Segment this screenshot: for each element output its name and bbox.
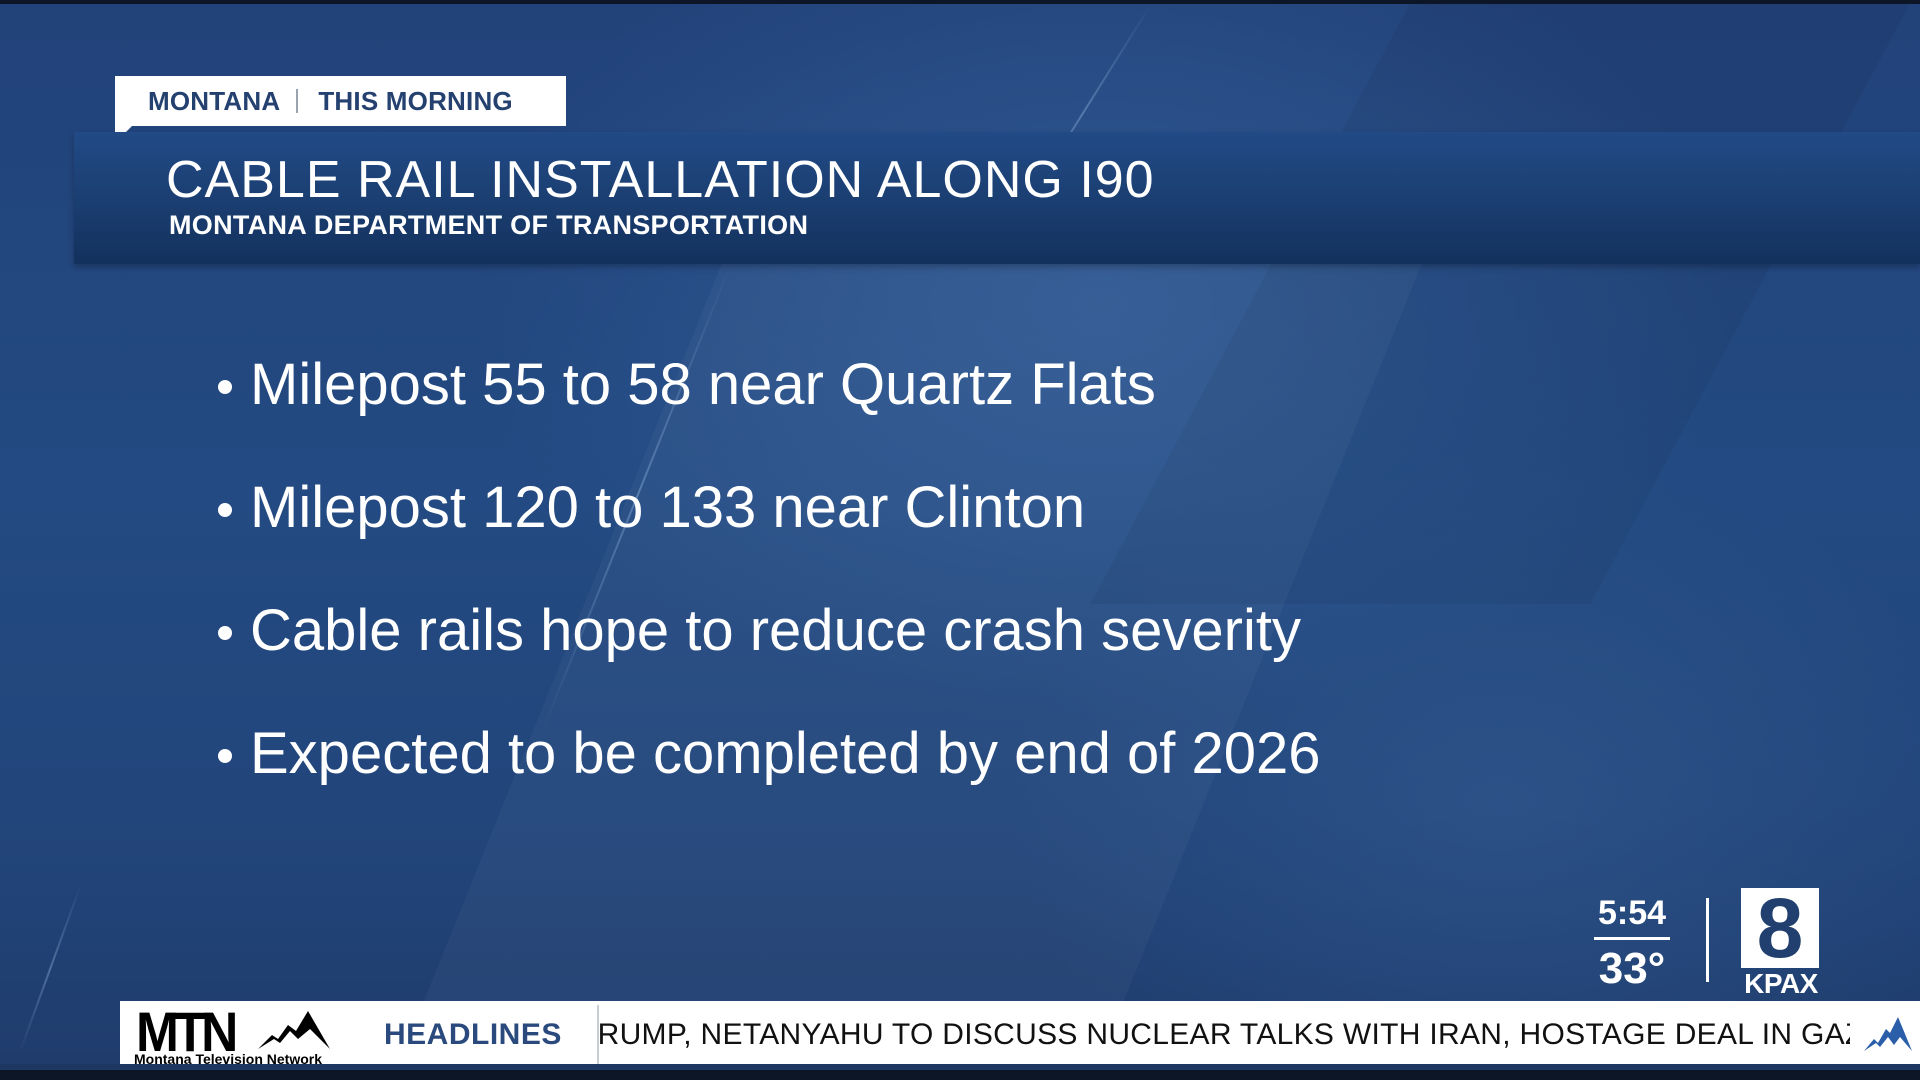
- show-tag-divider: [296, 89, 299, 113]
- mtn-logo: MTN Montana Television Network: [120, 1001, 342, 1068]
- channel-number: 8: [1756, 881, 1804, 975]
- headline-subtitle: MONTANA DEPARTMENT OF TRANSPORTATION: [169, 210, 809, 240]
- headline-title: CABLE RAIL INSTALLATION ALONG I90: [166, 151, 1155, 209]
- broadcast-frame: MONTANA THIS MORNING CABLE RAIL INSTALLA…: [0, 4, 1920, 1070]
- current-time: 5:54: [1597, 894, 1667, 932]
- mountain-icon: [1864, 1017, 1912, 1051]
- bullet-text: Milepost 55 to 58 near Quartz Flats: [250, 352, 1156, 417]
- bullet-dot-icon: [218, 380, 232, 394]
- bullet-item: Milepost 120 to 133 near Clinton: [215, 473, 1321, 596]
- bullet-list: Milepost 55 to 58 near Quartz Flats Mile…: [215, 350, 1321, 842]
- ticker-label: HEADLINES: [384, 1018, 562, 1051]
- mtn-logo-letters: MTN: [136, 1001, 238, 1063]
- news-ticker: MTN Montana Television Network HEADLINES…: [120, 1001, 1920, 1068]
- station-callsign: KPAX: [1744, 968, 1818, 999]
- mtn-network-name: Montana Television Network: [134, 1051, 322, 1067]
- show-tag-left: MONTANA: [148, 85, 281, 116]
- current-temperature: 33°: [1598, 944, 1666, 993]
- show-tag: MONTANA THIS MORNING: [115, 76, 566, 126]
- bullet-item: Milepost 55 to 58 near Quartz Flats: [215, 350, 1321, 473]
- ticker-text: TRUMP, NETANYAHU TO DISCUSS NUCLEAR TALK…: [599, 1001, 1850, 1068]
- station-logo: 8: [1741, 881, 1819, 975]
- show-tag-right: THIS MORNING: [318, 85, 513, 116]
- time-temp-bug: 5:54 33°: [1592, 894, 1672, 992]
- bullet-item: Cable rails hope to reduce crash severit…: [215, 596, 1321, 719]
- background-streak: [18, 884, 82, 1054]
- bullet-text: Expected to be completed by end of 2026: [250, 721, 1321, 786]
- bullet-text: Milepost 120 to 133 near Clinton: [250, 475, 1086, 540]
- bug-divider: [1706, 898, 1709, 982]
- headline-bar: CABLE RAIL INSTALLATION ALONG I90 MONTAN…: [74, 132, 1920, 264]
- time-temp-divider: [1594, 937, 1670, 940]
- ticker-headline: TRUMP, NETANYAHU TO DISCUSS NUCLEAR TALK…: [599, 1018, 1850, 1051]
- bottom-band: [0, 1064, 1920, 1070]
- bullet-dot-icon: [218, 749, 232, 763]
- ticker-divider: [597, 1005, 599, 1064]
- bullet-text: Cable rails hope to reduce crash severit…: [250, 598, 1301, 663]
- bullet-dot-icon: [218, 503, 232, 517]
- bullet-dot-icon: [218, 626, 232, 640]
- mountain-icon: [258, 1011, 330, 1049]
- bullet-item: Expected to be completed by end of 2026: [215, 719, 1321, 842]
